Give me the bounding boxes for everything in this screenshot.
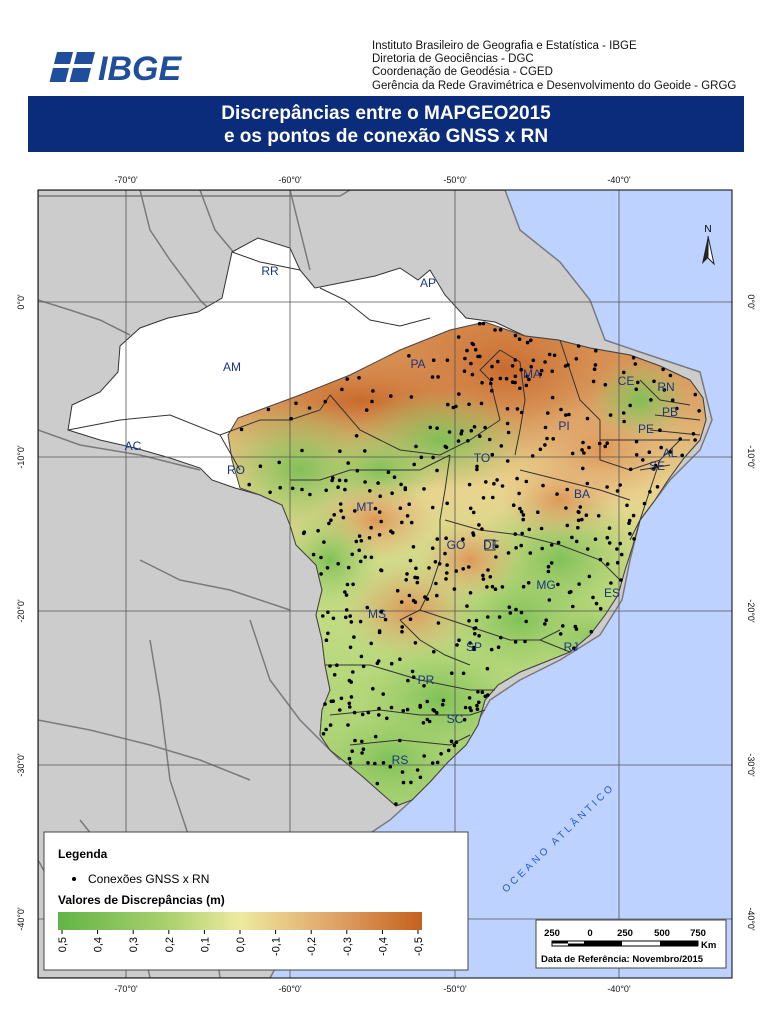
map-frame [37,189,733,979]
lon-tick-bottom: -70°0' [114,984,138,994]
title-banner: Discrepâncias entre o MAPGEO2015 e os po… [28,96,744,152]
ibge-logo-text: IBGE [98,50,182,86]
scale-bar [551,940,699,947]
lon-tick-bottom: -60°0' [278,984,302,994]
legend-title: Legenda [58,847,108,861]
north-arrow-icon [702,236,708,264]
state-label-rs: RS [392,753,409,767]
legend-points-label: Conexões GNSS x RN [88,872,209,886]
scale-tick-label: 250 [617,928,633,939]
legend-value-label: -0,3 [342,937,354,956]
state-label-pi: PI [558,419,569,433]
title-line-1: Discrepâncias entre o MAPGEO2015 [221,103,551,124]
legend-point-symbol [72,877,76,881]
legend-value-label: 0,3 [128,937,140,952]
state-label-se: SE [649,459,665,473]
scale-box: 250 0 250 500 750 Km Data de Referência: Nov… [535,919,727,969]
scale-tick-label: 500 [654,928,670,939]
legend-value-label: -0,5 [413,937,425,956]
gnss-points [239,321,701,806]
lat-tick-right: 0°0' [746,294,756,310]
state-label-pr: PR [418,673,435,687]
state-label-to: TO [474,451,490,465]
institution-block: Instituto Brasileiro de Geografia e Esta… [372,40,736,93]
institution-line: Diretoria de Geociências - DGC [372,53,534,66]
state-label-ac: AC [125,439,142,453]
institution-line: Coordenação de Geodésia - CGED [372,66,553,79]
state-label-ba: BA [574,487,590,501]
lon-tick-bottom: -50°0' [443,984,467,994]
legend-value-label: -0,4 [377,937,389,956]
lat-tick-right: -10°0' [746,445,756,469]
state-label-sp: SP [466,640,482,654]
lat-tick-left: -10°0' [16,445,26,469]
legend-color-ramp [58,912,422,930]
scale-reference-date: Data de Referência: Novembro/2015 [541,954,704,965]
scale-tick-label: 0 [587,928,592,939]
legend-value-label: 0,4 [93,937,105,952]
scale-labels: 250 0 250 500 750 [544,928,706,939]
northern-neighbours-land [38,190,352,197]
lat-tick-right: -40°0' [746,907,756,931]
lat-tick-left: 0°0' [16,294,26,310]
legend-gradient-labels: 0,5 0,4 0,3 0,2 0,1 0,0 -0,1 -0,2 -0,3 -0,4 -0,5 [57,930,425,956]
state-label-es: ES [604,586,620,600]
lat-tick-right: -30°0' [746,753,756,777]
state-label-go: GO [447,538,466,552]
state-label-rj: RJ [564,640,579,654]
lon-tick-top: -50°0' [443,175,467,185]
scale-tick-label: 750 [690,928,706,939]
state-label-ms: MS [368,607,386,621]
state-label-ce: CE [618,374,635,388]
lon-tick-top: -40°0' [607,175,631,185]
state-label-ap: AP [420,276,436,290]
lon-tick-top: -70°0' [114,175,138,185]
scale-unit: Km [701,940,716,951]
state-label-pb: PB [662,405,678,419]
state-label-rr: RR [261,264,279,278]
north-arrow: N [702,224,715,266]
state-label-ro: RO [227,463,245,477]
state-borders [67,251,701,746]
coordinate-ticks: -70°0' -70°0' -60°0' -60°0' -50°0' -50°0' -40°… [16,175,756,994]
legend-value-label: -0,2 [306,937,318,956]
state-label-ma: MA [523,367,541,381]
state-label-pa: PA [410,357,425,371]
institution-line: Instituto Brasileiro de Geografia e Esta… [372,40,637,52]
lat-tick-left: -20°0' [16,599,26,623]
state-label-sc: SC [447,712,464,726]
state-label-am: AM [223,360,241,374]
lat-tick-right: -20°0' [746,599,756,623]
state-label-al: AL [663,446,678,460]
north-label: N [704,224,711,235]
legend: Legenda Conexões GNSS x RN Valores de Di… [43,831,469,971]
legend-value-label: 0,0 [235,937,247,952]
lon-tick-top: -60°0' [278,175,302,185]
state-label-rn: RN [657,380,674,394]
state-label-pe: PE [638,422,654,436]
lat-tick-left: -30°0' [16,753,26,777]
state-label-df: DF [483,538,499,552]
legend-value-label: -0,1 [271,937,283,956]
legend-value-label: 0,2 [164,937,176,952]
state-label-mt: MT [356,500,374,514]
legend-value-label: 0,5 [57,937,69,952]
legend-value-label: 0,1 [199,937,211,952]
lon-tick-bottom: -40°0' [607,984,631,994]
institution-line: Gerência da Rede Gravimétrica e Desenvol… [372,79,737,92]
lat-tick-left: -40°0' [16,907,26,931]
title-line-2: e os pontos de conexão GNSS x RN [223,126,549,147]
state-label-mg: MG [536,578,555,592]
legend-gradient-title: Valores de Discrepâncias (m) [58,893,225,907]
ibge-logo: IBGE [49,50,182,86]
scale-tick-label: 250 [544,928,560,939]
